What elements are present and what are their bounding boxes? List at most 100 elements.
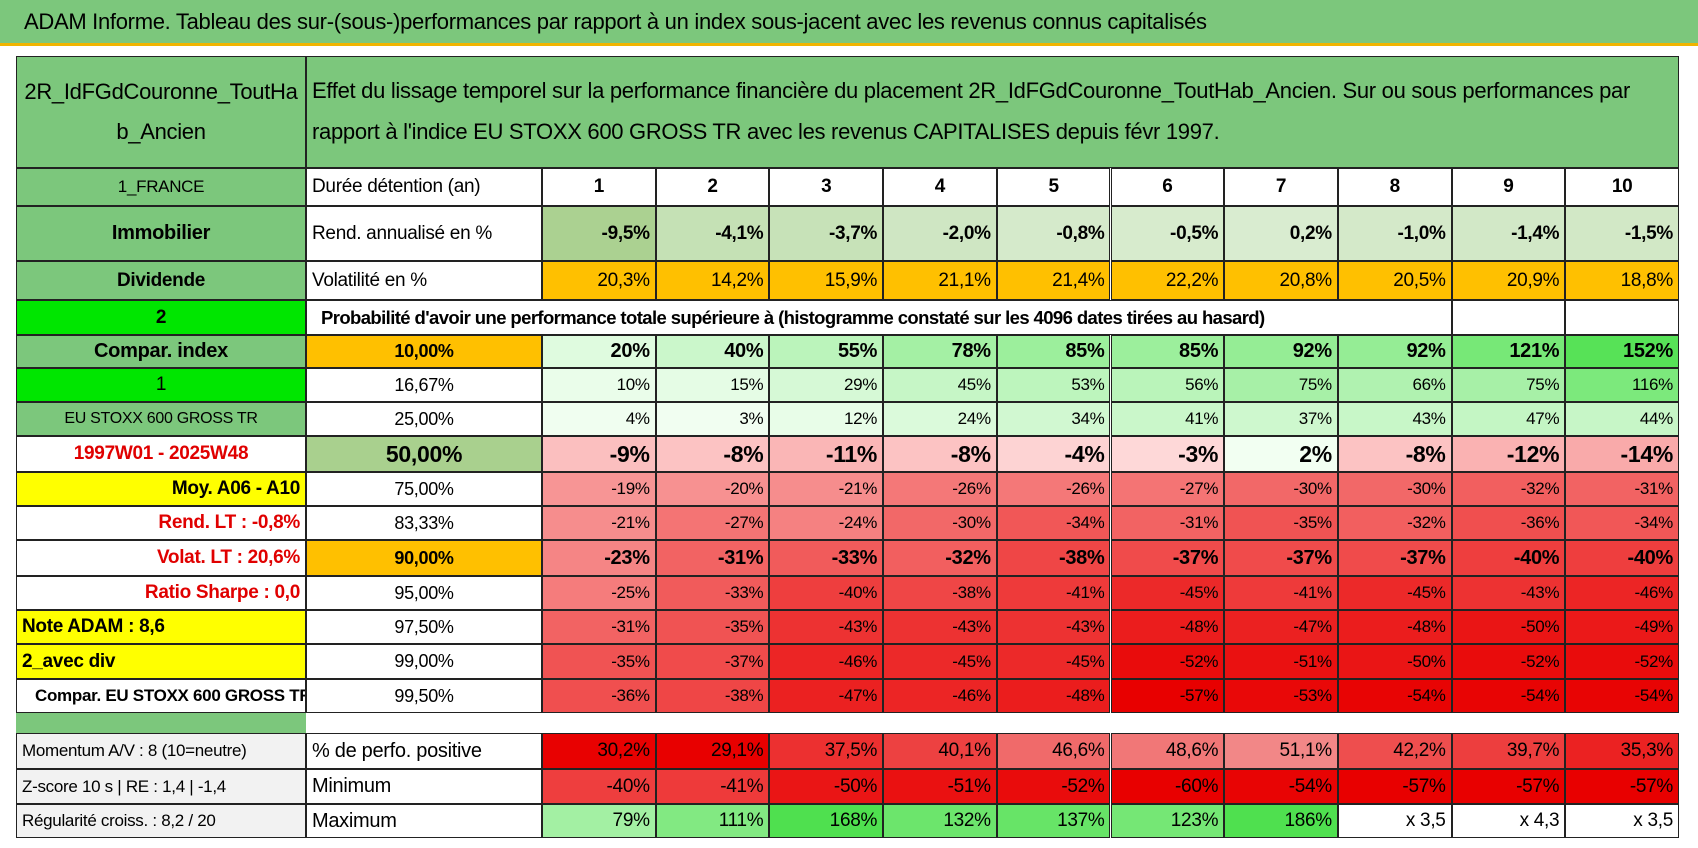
quantile-value: -46%	[1565, 576, 1679, 610]
duration: 6	[1110, 168, 1225, 206]
quantile-value: -43%	[883, 610, 997, 644]
quantile-value: 75%	[1451, 368, 1566, 402]
quantile-value: -23%	[542, 540, 656, 576]
stat-value: -0,5%	[1110, 206, 1225, 261]
quantile-value: -34%	[1565, 506, 1679, 540]
summary-value: -57%	[1565, 769, 1679, 804]
duration: 1	[542, 168, 656, 206]
quantile-value: -27%	[1110, 472, 1225, 506]
stat-value: 21,4%	[996, 261, 1111, 300]
quantile-value: -37%	[655, 644, 770, 679]
quantile-label: 90,00%	[306, 540, 542, 576]
quantile-value: -3%	[1110, 436, 1225, 472]
stat-value: 21,1%	[883, 261, 997, 300]
quantile-value: -31%	[542, 610, 656, 644]
quantile-value: -34%	[996, 506, 1111, 540]
quantile-value: -53%	[1224, 679, 1338, 713]
summary-value: 35,3%	[1565, 733, 1679, 769]
quantile-value: -12%	[1451, 436, 1566, 472]
side-label: 1_FRANCE	[16, 168, 306, 206]
quantile-value: 92%	[1337, 335, 1452, 368]
quantile-value: 85%	[996, 335, 1111, 368]
quantile-value: 85%	[1110, 335, 1225, 368]
row-label: Volatilité en %	[306, 261, 542, 300]
quantile-value: 44%	[1565, 402, 1679, 436]
quantile-value: -21%	[769, 472, 884, 506]
quantile-value: 4%	[542, 402, 656, 436]
duration: 3	[769, 168, 884, 206]
side-label: Moy. A06 - A10	[16, 472, 306, 506]
quantile-value: -19%	[542, 472, 656, 506]
instrument-name: 2R_IdFGdCouronne_ToutHab_Ancien	[16, 56, 306, 168]
quantile-value: -46%	[883, 679, 997, 713]
quantile-label: 83,33%	[306, 506, 542, 540]
quantile-value: -54%	[1451, 679, 1566, 713]
duration: 5	[996, 168, 1111, 206]
side-gap	[16, 713, 306, 733]
side-label: EU STOXX 600 GROSS TR	[16, 402, 306, 436]
quantile-value: -43%	[769, 610, 884, 644]
stat-value: 20,5%	[1337, 261, 1452, 300]
stat-value: 22,2%	[1110, 261, 1225, 300]
summary-side: Momentum A/V : 8 (10=neutre)	[16, 733, 306, 769]
quantile-label: 99,50%	[306, 679, 542, 713]
quantile-value: -4%	[996, 436, 1111, 472]
quantile-label: 50,00%	[306, 436, 542, 472]
summary-label: Minimum	[306, 769, 542, 804]
quantile-value: -47%	[1224, 610, 1338, 644]
quantile-value: -52%	[1110, 644, 1225, 679]
summary-value: -54%	[1224, 769, 1338, 804]
row-label: Durée détention (an)	[306, 168, 542, 206]
summary-value: 42,2%	[1337, 733, 1452, 769]
quantile-value: 121%	[1451, 335, 1566, 368]
stat-value: -1,4%	[1451, 206, 1566, 261]
side-label: 2_avec div	[16, 644, 306, 679]
quantile-value: -26%	[996, 472, 1111, 506]
duration: 2	[655, 168, 770, 206]
summary-value: -57%	[1451, 769, 1566, 804]
stat-value: -1,0%	[1337, 206, 1452, 261]
stat-value: -0,8%	[996, 206, 1111, 261]
summary-side: Z-score 10 s | RE : 1,4 | -1,4	[16, 769, 306, 804]
quantile-value: 34%	[996, 402, 1111, 436]
summary-value: -51%	[883, 769, 997, 804]
stat-value: -2,0%	[883, 206, 997, 261]
quantile-label: 25,00%	[306, 402, 542, 436]
quantile-value: -54%	[1565, 679, 1679, 713]
summary-value: 39,7%	[1451, 733, 1566, 769]
quantile-value: -8%	[655, 436, 770, 472]
quantile-value: -8%	[883, 436, 997, 472]
quantile-value: -45%	[883, 644, 997, 679]
quantile-value: -30%	[1224, 472, 1338, 506]
row-label: Rend. annualisé en %	[306, 206, 542, 261]
quantile-value: 20%	[542, 335, 656, 368]
duration: 10	[1565, 168, 1679, 206]
duration: 9	[1451, 168, 1566, 206]
quantile-value: -57%	[1110, 679, 1225, 713]
side-label: Compar. EU STOXX 600 GROSS TR	[16, 679, 306, 713]
quantile-value: -27%	[655, 506, 770, 540]
stat-value: 0,2%	[1224, 206, 1338, 261]
quantile-value: -38%	[996, 540, 1111, 576]
quantile-value: 40%	[655, 335, 770, 368]
summary-side: Régularité croiss. : 8,2 / 20	[16, 804, 306, 838]
quantile-value: -45%	[996, 644, 1111, 679]
quantile-value: 116%	[1565, 368, 1679, 402]
summary-value: 186%	[1224, 804, 1338, 838]
stat-value: 18,8%	[1565, 261, 1679, 300]
quantile-value: -9%	[542, 436, 656, 472]
quantile-value: -52%	[1565, 644, 1679, 679]
stat-value: -9,5%	[542, 206, 656, 261]
summary-value: 48,6%	[1110, 733, 1225, 769]
summary-value: 30,2%	[542, 733, 656, 769]
quantile-label: 16,67%	[306, 368, 542, 402]
quantile-value: -52%	[1451, 644, 1566, 679]
quantile-value: -30%	[883, 506, 997, 540]
quantile-value: 12%	[769, 402, 884, 436]
quantile-value: 24%	[883, 402, 997, 436]
quantile-value: -48%	[1337, 610, 1452, 644]
quantile-value: -30%	[1337, 472, 1452, 506]
stat-value: 20,3%	[542, 261, 656, 300]
quantile-value: -38%	[655, 679, 770, 713]
